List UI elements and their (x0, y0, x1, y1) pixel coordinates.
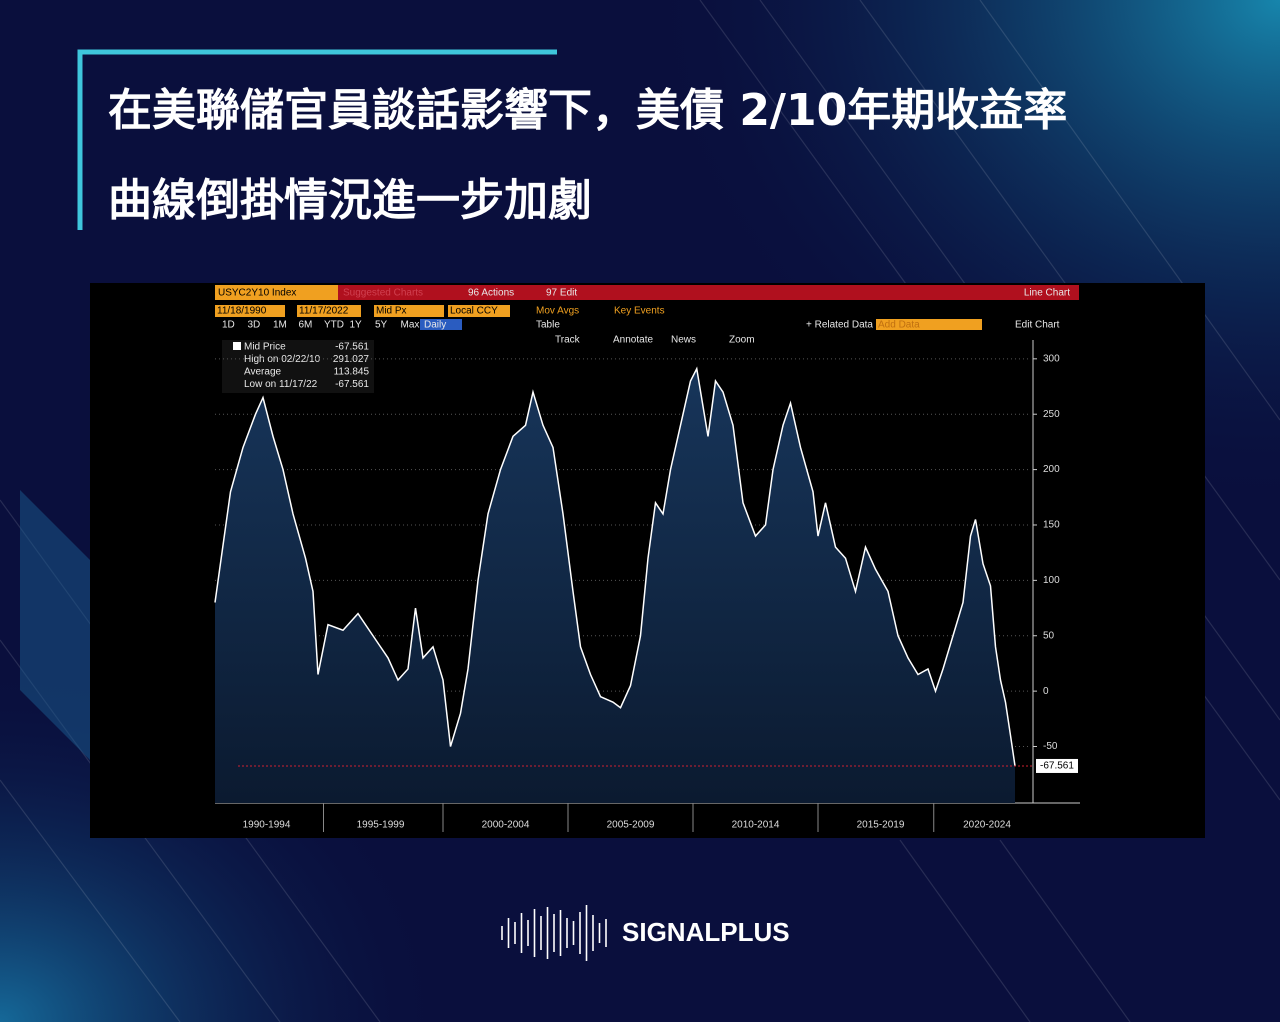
period: Max (401, 320, 420, 331)
y-tick-label: 250 (1043, 409, 1060, 420)
title: 曲線倒掛情況進一步加劇 (108, 175, 592, 226)
mov-avgs[interactable]: Mov Avgs (536, 306, 579, 317)
related[interactable]: + Related Data (806, 320, 873, 331)
period: 1D (222, 320, 235, 331)
period: 3D (248, 320, 261, 331)
period: YTD (324, 320, 344, 331)
legend-label: Average (244, 367, 282, 378)
edit[interactable]: 97 Edit (546, 288, 577, 299)
legend-box (222, 340, 374, 393)
x-tick-label: 2005-2009 (607, 820, 655, 831)
period: 1M (273, 320, 287, 331)
title-frame (77, 49, 557, 230)
table[interactable]: Table (536, 320, 560, 331)
x-tick-label: 2020-2024 (963, 820, 1011, 831)
y-tick-label: -50 (1043, 741, 1058, 752)
x-tick-label: 2000-2004 (482, 820, 530, 831)
last-value-label: -67.561 (1040, 761, 1074, 772)
legend-value: 291.027 (333, 354, 370, 365)
ticker: USYC2Y10 Index (218, 288, 296, 299)
key-events[interactable]: Key Events (614, 306, 665, 317)
period: 6M (299, 320, 313, 331)
brand-name: SIGNALPLUS (622, 917, 790, 947)
actions[interactable]: 96 Actions (468, 288, 514, 299)
legend-value: 113.845 (334, 367, 370, 378)
tool: News (671, 335, 696, 346)
y-tick-label: 0 (1043, 686, 1049, 697)
title: 在美聯儲官員談話影響下，美債 2/10年期收益率 (108, 85, 1067, 136)
last-value-box (1036, 758, 1078, 773)
legend-label: Low on 11/17/22 (244, 379, 318, 390)
toolbar-bar (215, 285, 1079, 300)
freq-box[interactable] (420, 319, 462, 330)
y-tick-label: 100 (1043, 575, 1060, 586)
end-date: 11/17/2022 (299, 306, 349, 317)
line (214, 366, 1016, 767)
ticker-box (215, 285, 338, 300)
chart-kind: Line Chart (1024, 288, 1070, 299)
period: 1Y (350, 320, 363, 331)
suggested: Suggested Charts (343, 288, 423, 299)
x-tick-label: 2015-2019 (857, 820, 905, 831)
frequency[interactable]: Daily (424, 320, 446, 331)
tool: Track (555, 335, 581, 346)
edit-chart[interactable]: Edit Chart (1015, 320, 1060, 331)
date-box[interactable] (297, 305, 361, 317)
y-tick-label: 150 (1043, 520, 1060, 531)
tool: Zoom (729, 335, 755, 346)
field: Mid Px (376, 306, 407, 317)
x-tick-label: 1995-1999 (357, 820, 405, 831)
x-tick-label: 1990-1994 (243, 820, 291, 831)
field-box[interactable] (374, 305, 444, 317)
legend-swatch (233, 342, 241, 350)
legend-value: -67.561 (335, 342, 369, 353)
legend-label: High on 02/22/10 (244, 354, 321, 365)
y-tick-label: 200 (1043, 464, 1060, 475)
ccy-box[interactable] (448, 305, 510, 317)
tool: Annotate (613, 335, 653, 346)
area (215, 368, 1015, 803)
y-tick-label: 50 (1043, 630, 1055, 641)
y-tick-label: 300 (1043, 353, 1060, 364)
x-tick-label: 2010-2014 (732, 820, 780, 831)
currency: Local CCY (450, 306, 498, 317)
legend-label: Mid Price (244, 342, 286, 353)
add-data[interactable]: Add Data (878, 320, 920, 331)
add-data-box[interactable] (876, 319, 982, 330)
decor-shape (20, 490, 90, 760)
date-box[interactable] (215, 305, 285, 317)
start-date: 11/18/1990 (217, 306, 267, 317)
legend-value: -67.561 (335, 379, 369, 390)
period: 5Y (375, 320, 388, 331)
